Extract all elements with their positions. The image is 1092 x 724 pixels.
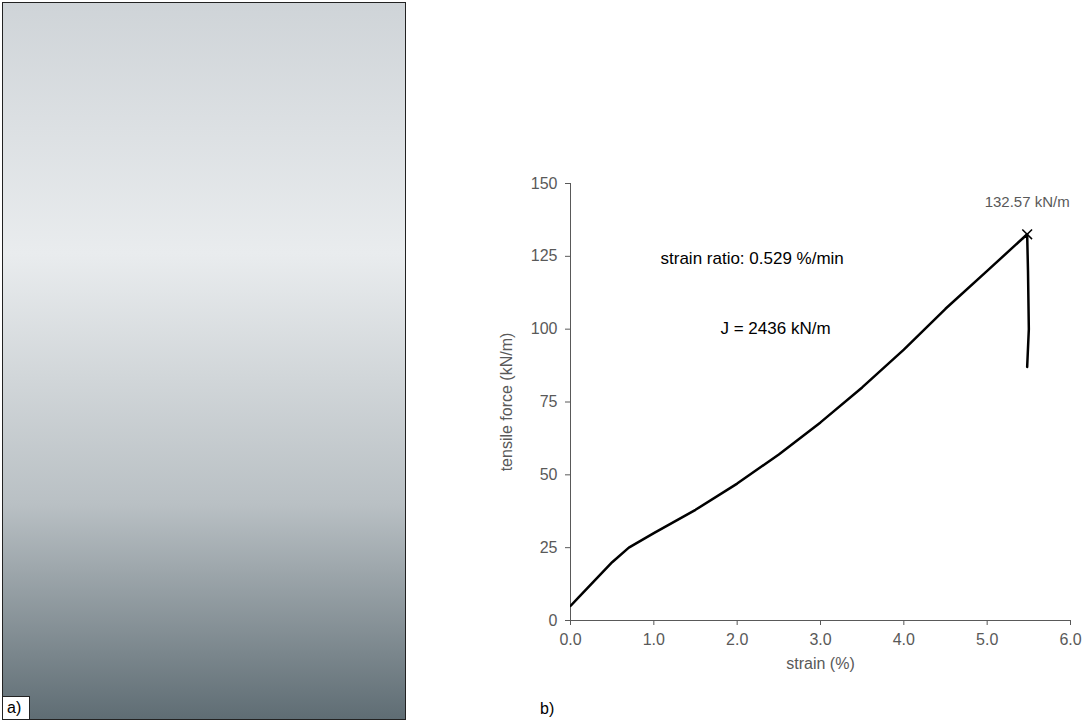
html-text:a): a): [7, 699, 22, 716]
svg-text:3.0: 3.0: [809, 631, 831, 648]
svg-text:J = 2436 kN/m: J = 2436 kN/m: [720, 319, 830, 338]
svg-text:tensile force (kN/m): tensile force (kN/m): [498, 333, 515, 472]
svg-text:75: 75: [540, 393, 558, 410]
svg-text:50: 50: [540, 466, 558, 483]
svg-text:150: 150: [531, 175, 558, 192]
svg-text:0: 0: [549, 612, 558, 629]
svg-text:25: 25: [540, 539, 558, 556]
svg-text:1.0: 1.0: [643, 631, 665, 648]
svg-text:strain ratio: 0.529 %/min: strain ratio: 0.529 %/min: [661, 249, 844, 268]
svg-text:132.57 kN/m: 132.57 kN/m: [985, 193, 1070, 210]
svg-text:6.0: 6.0: [1059, 631, 1081, 648]
svg-text:125: 125: [531, 247, 558, 264]
svg-text:5.0: 5.0: [976, 631, 998, 648]
html-text:b): b): [540, 700, 555, 717]
svg-text:100: 100: [531, 320, 558, 337]
svg-text:0.0: 0.0: [559, 631, 581, 648]
svg-text:strain (%): strain (%): [786, 655, 854, 672]
svg-text:4.0: 4.0: [893, 631, 915, 648]
svg-text:2.0: 2.0: [726, 631, 748, 648]
